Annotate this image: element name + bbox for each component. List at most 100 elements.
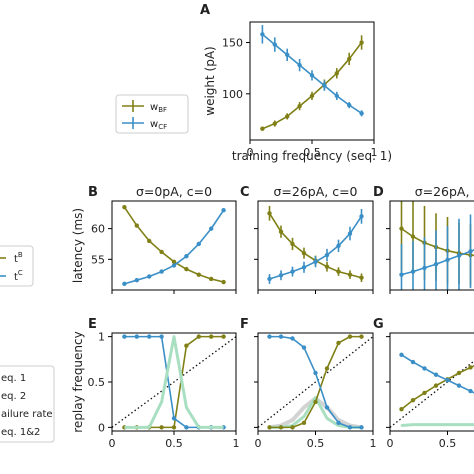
data-point-c-1-6 [336,243,341,249]
data-point-a-0-1 [272,121,277,126]
data-point-g-2-1 [410,359,416,365]
series-line-b-0 [123,206,224,283]
y-axis-label-e: replay frequency [71,331,85,432]
x-tick-label-a-0: 0 [247,146,254,159]
x-axis-label-a: training frequency (seq. 1) [232,149,392,163]
legend-weights: wBF wCF [115,94,189,134]
data-point-a-0-7 [347,56,352,62]
data-point-a-1-2 [285,52,290,58]
data-point-g-1-1 [410,397,416,403]
data-point-a-1-3 [297,62,302,68]
data-point-g-2-4 [445,377,450,383]
x-tick-label-a-1: 0.5 [303,146,321,159]
plot-area-e [112,334,236,430]
y-axis-label-b: latency (ms) [71,208,85,283]
data-point-e-0-7 [209,334,214,339]
legend-latency-frame [0,245,34,287]
legend-replay-label-3: ailure rate [1,409,53,420]
panel-letter-a: A [200,3,210,18]
data-point-f-3-3 [301,345,307,350]
data-point-e-1-2 [147,334,152,339]
panel-letter-c: C [240,185,250,200]
data-point-c-1-5 [324,252,330,258]
data-point-a-0-4 [309,93,315,99]
data-point-e-1-3 [159,334,164,339]
data-point-a-1-7 [347,102,352,108]
data-point-d-1-2 [422,265,427,271]
data-point-a-0-0 [260,126,265,131]
data-point-c-1-0 [267,276,272,282]
legend-replay-frame [0,365,55,443]
data-point-f-2-8 [359,334,364,339]
data-point-a-0-8 [359,40,364,45]
plot-area-a [260,25,364,131]
data-point-f-3-4 [313,370,318,376]
panel-d: σ=26pA, c [386,184,474,294]
data-point-c-0-2 [290,241,295,247]
legend-latency-label-b: tB [14,251,23,265]
y-tick-label-a-0: 100 [222,88,243,101]
series-line-c-1 [269,215,363,280]
data-point-d-1-5 [456,253,462,258]
data-point-e-0-6 [196,334,201,339]
data-point-b-0-2 [147,238,152,244]
plot-area-b [122,204,226,287]
data-point-f-2-2 [290,425,295,430]
plot-area-f [258,334,373,430]
data-point-c-1-1 [278,273,284,278]
legend-replay-label-2: eq. 2 [1,391,26,402]
legend-latency: tB tC [0,245,34,287]
data-point-d-0-0 [399,226,404,231]
panel-letter-b: B [88,185,98,200]
legend-replay-label-1: eq. 1 [1,373,26,384]
data-point-e-0-5 [184,343,189,348]
y-tick-label-b-0: 55 [91,253,105,266]
panel-g: 00.51 [386,332,474,450]
data-point-d-1-0 [399,272,404,277]
panel-letter-d: D [373,185,384,200]
panel-title-d: σ=26pA, c [415,184,474,199]
data-point-b-0-1 [134,223,139,228]
y-tick-label-e-0: 0 [98,421,105,434]
data-point-g-2-2 [422,366,427,371]
data-point-a-1-1 [272,42,277,47]
data-point-f-3-8 [359,425,364,430]
panel-letter-f: F [240,317,249,332]
data-point-g-1-3 [433,383,439,388]
data-point-a-1-8 [359,111,364,116]
data-point-a-1-4 [309,73,315,78]
data-point-f-3-0 [267,334,272,339]
legend-latency-label-c: tC [14,269,23,283]
data-point-d-1-4 [445,257,450,263]
diagonal-line-g [390,360,474,428]
data-point-f-3-1 [278,334,284,339]
data-point-c-1-7 [347,231,353,236]
y-tick-label-b-1: 60 [91,223,105,236]
data-point-b-0-7 [209,276,214,282]
data-point-d-1-3 [433,262,439,267]
data-point-e-1-1 [134,334,139,339]
panel-f: 0 0.5 1 [254,332,377,450]
data-point-a-1-0 [260,32,265,37]
data-point-b-0-5 [184,266,189,272]
data-point-a-0-3 [297,103,302,109]
x-tick-label-g-0: 0 [387,437,394,450]
x-tick-label-e-2: 1 [233,437,240,450]
data-point-b-0-3 [159,249,164,255]
panel-c: σ=26pA, c=0 [254,184,374,294]
data-point-c-0-3 [301,250,307,256]
panel-a: 0 0.5 1 100 150 training frequency (seq. 1) we… [203,21,392,163]
panel-letter-g: G [373,317,384,332]
diagonal-line-f [258,336,373,428]
data-point-f-3-6 [336,420,341,426]
y-axis-label-a: weight (pA) [203,46,217,115]
data-point-b-0-4 [171,259,177,264]
data-point-c-0-8 [359,275,364,280]
diagonal-line-e [112,336,236,428]
data-point-e-1-5 [184,425,189,430]
series-line-c-0 [268,212,362,279]
data-point-b-0-0 [122,204,127,210]
axes-frame-b [111,200,237,291]
data-point-b-1-1 [134,277,139,283]
